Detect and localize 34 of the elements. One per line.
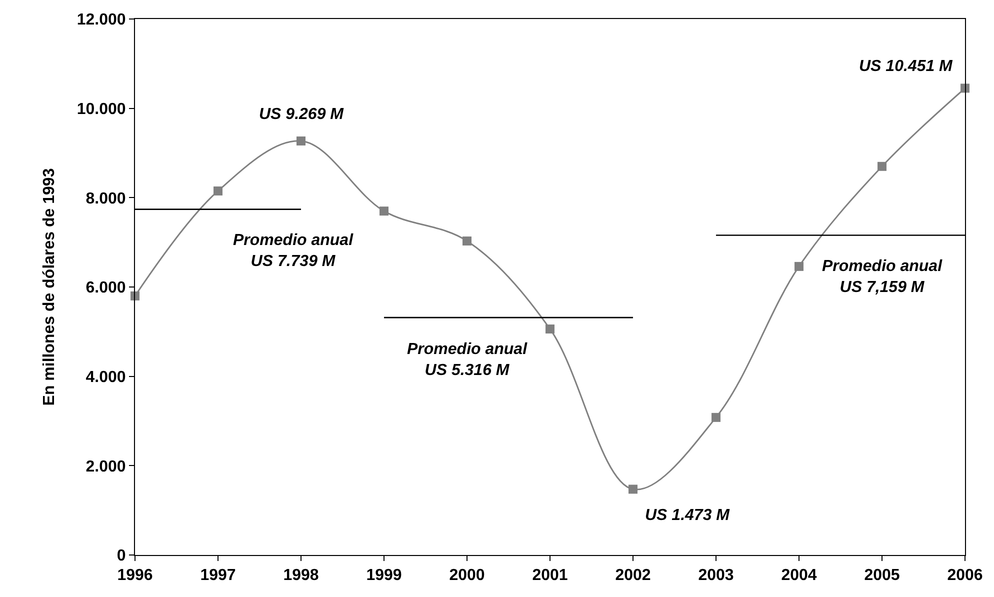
x-tick-label: 1997	[200, 567, 236, 584]
y-tick-label: 12.000	[76, 12, 126, 29]
y-tick-label: 4.000	[86, 368, 126, 386]
x-tick-label: 2003	[698, 567, 734, 584]
x-tick-label: 2005	[864, 567, 900, 584]
x-tick-label: 2006	[947, 567, 983, 584]
annotation: US 10.451 M	[859, 58, 954, 75]
x-tick-label: 2004	[781, 567, 817, 584]
point	[546, 324, 554, 334]
point	[380, 206, 388, 216]
y-tick-label: 6.000	[86, 280, 126, 297]
point	[214, 186, 222, 196]
y-tick-label: 8.000	[86, 190, 126, 208]
x-tick-label: 2001	[532, 567, 568, 584]
annotation: US 1.473 M	[645, 507, 730, 524]
y-axis-title: En millones de dólares de 1993	[40, 168, 58, 406]
annotation: Promedio anual US 7,159 M	[822, 258, 943, 296]
x-tick-label: 1998	[283, 567, 319, 584]
y-tick-label: 0	[116, 548, 126, 565]
point	[462, 236, 472, 246]
y-tick-label: 2.000	[86, 458, 126, 476]
annotation: Promedio anual US 7.739 M	[233, 232, 354, 270]
point	[794, 262, 804, 271]
annotation: US 9.269 M	[259, 106, 344, 123]
x-tick-label: 2000	[449, 567, 485, 584]
point	[628, 484, 638, 494]
x-tick-label: 1996	[117, 567, 153, 584]
point	[296, 136, 306, 146]
annotation: Promedio anual US 5.316 M	[407, 341, 528, 379]
point	[878, 162, 886, 171]
x-tick-label: 1999	[366, 567, 402, 584]
point	[712, 412, 720, 422]
x-tick-label: 2002	[615, 567, 651, 584]
y-tick-label: 10.000	[76, 100, 126, 118]
